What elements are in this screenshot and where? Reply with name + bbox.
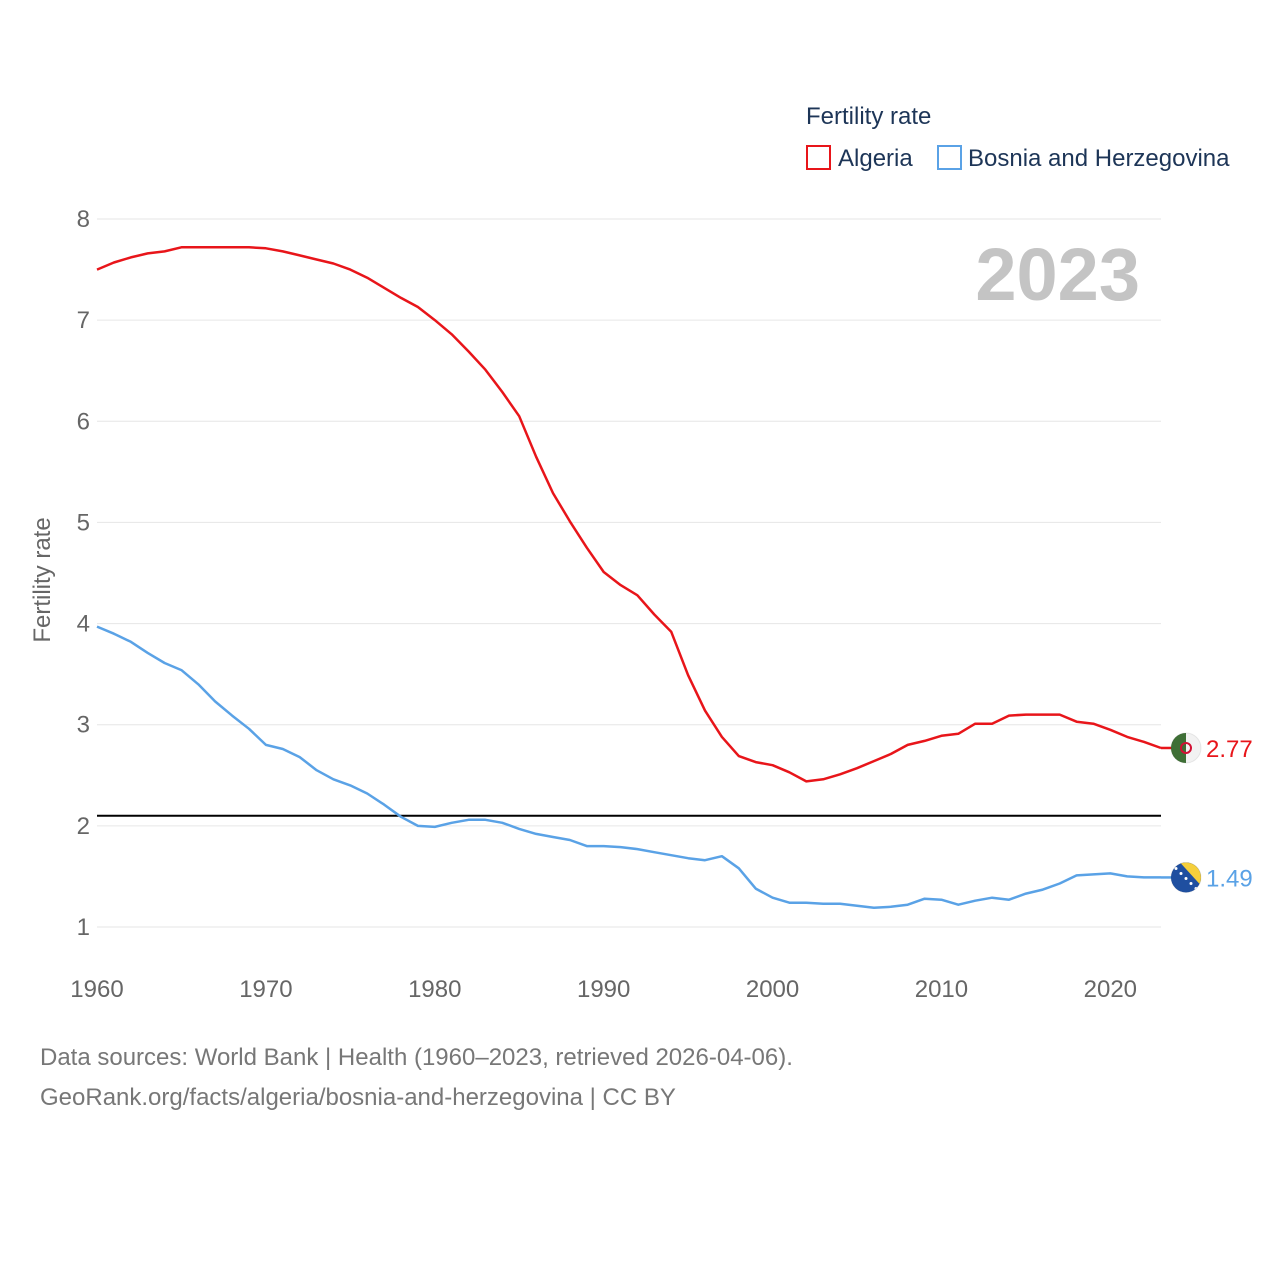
legend-item-bosnia[interactable]: Bosnia and Herzegovina [937, 145, 1230, 172]
footer-link[interactable]: GeoRank.org/facts/algeria/bosnia-and-her… [40, 1084, 676, 1111]
end-markers: 2.77 1.49 [1161, 732, 1253, 893]
year-label: 2023 [975, 233, 1140, 316]
legend-item-algeria[interactable]: Algeria [806, 145, 913, 172]
x-tick-label: 1970 [239, 976, 292, 1003]
legend-title: Fertility rate [806, 103, 931, 130]
y-tick-label: 3 [77, 712, 90, 739]
legend-label-bosnia: Bosnia and Herzegovina [968, 145, 1230, 172]
footer-sources: Data sources: World Bank | Health (1960–… [40, 1044, 793, 1071]
y-tick-label: 4 [77, 611, 90, 638]
x-tick-label: 2000 [746, 976, 799, 1003]
y-tick-label: 5 [77, 509, 90, 536]
y-tick-label: 2 [77, 813, 90, 840]
x-axis-ticks: 1960 1970 1980 1990 2000 2010 2020 [70, 976, 1137, 1003]
y-axis-label: Fertility rate [29, 517, 56, 642]
y-axis-ticks: 1 2 3 4 5 6 7 8 [77, 206, 90, 941]
x-tick-label: 1990 [577, 976, 630, 1003]
series-line-algeria [96, 246, 1162, 783]
y-tick-label: 8 [77, 206, 90, 233]
legend[interactable]: Fertility rate Algeria Bosnia and Herzeg… [806, 103, 1230, 172]
gridlines [97, 218, 1161, 928]
legend-label-algeria: Algeria [838, 145, 913, 172]
y-tick-label: 6 [77, 408, 90, 435]
x-tick-label: 2010 [915, 976, 968, 1003]
x-tick-label: 1980 [408, 976, 461, 1003]
y-tick-label: 1 [77, 914, 90, 941]
end-label-bosnia: 1.49 [1206, 865, 1253, 892]
bosnia-flag-icon [1170, 861, 1202, 893]
series-line-bosnia [96, 625, 1161, 910]
legend-swatch-algeria [806, 145, 831, 170]
series-lines [96, 246, 1162, 910]
legend-swatch-bosnia [937, 145, 962, 170]
x-tick-label: 2020 [1084, 976, 1137, 1003]
algeria-flag-icon [1170, 732, 1202, 764]
x-tick-label: 1960 [70, 976, 123, 1003]
y-tick-label: 7 [77, 307, 90, 334]
end-label-algeria: 2.77 [1206, 736, 1253, 763]
